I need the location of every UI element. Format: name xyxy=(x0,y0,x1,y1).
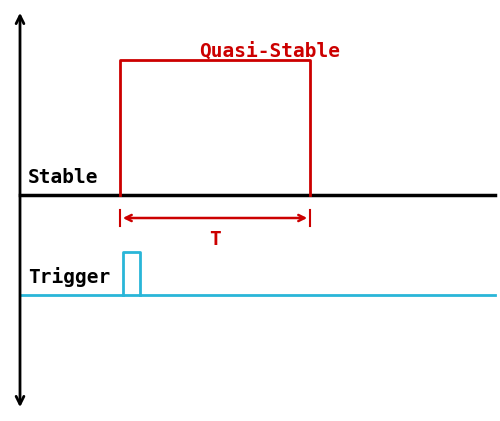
Text: Stable: Stable xyxy=(28,168,98,187)
Text: Trigger: Trigger xyxy=(28,267,110,287)
Text: Quasi-Stable: Quasi-Stable xyxy=(200,42,340,61)
Text: T: T xyxy=(209,230,221,249)
